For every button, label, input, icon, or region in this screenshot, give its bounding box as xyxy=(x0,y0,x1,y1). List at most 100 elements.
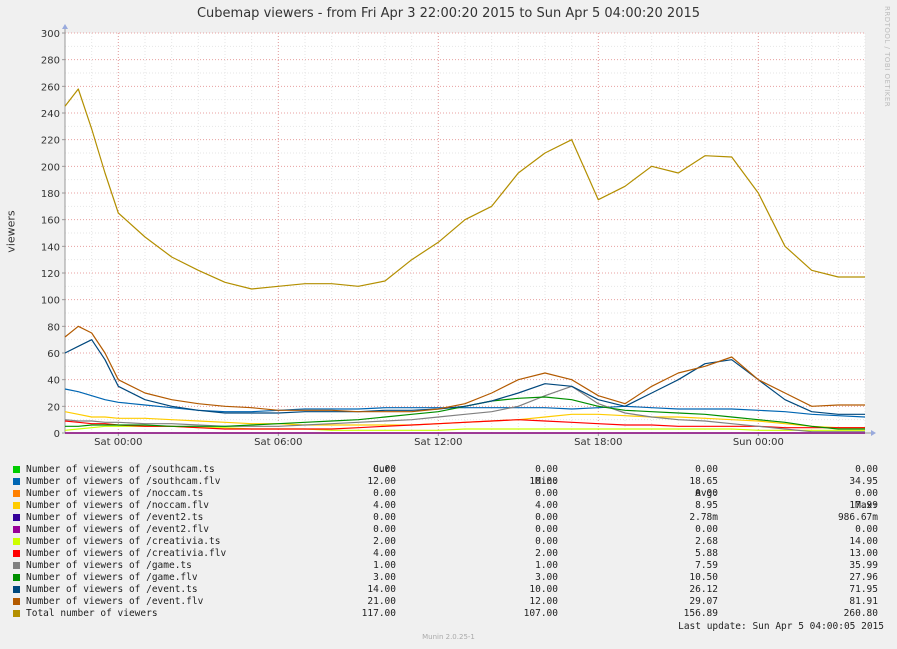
y-tick-label: 80 xyxy=(47,322,60,333)
y-tick-label: 200 xyxy=(41,162,60,173)
legend-row: Number of viewers of /game.flv 3.00 3.00 10… xyxy=(10,572,887,584)
y-tick-label: 260 xyxy=(41,82,60,93)
legend-header: Cur: Min: Avg: Max: xyxy=(10,452,887,511)
x-tick-label: Sat 06:00 xyxy=(254,437,302,448)
legend-max: 35.99 xyxy=(849,560,878,571)
y-tick-label: 220 xyxy=(41,136,60,147)
legend-label: Number of viewers of /creativia.flv xyxy=(26,548,227,559)
legend-min: 0.00 xyxy=(535,524,558,535)
y-tick-label: 280 xyxy=(41,56,60,67)
legend-row: Number of viewers of /event.flv 21.00 12.0… xyxy=(10,596,887,608)
legend-row: Number of viewers of /southcam.flv 12.00 1… xyxy=(10,476,887,488)
y-tick-label: 20 xyxy=(47,402,60,413)
legend-max: 14.00 xyxy=(849,536,878,547)
y-tick-label: 100 xyxy=(41,296,60,307)
legend-max: 0.00 xyxy=(855,464,878,475)
legend-avg: 2.68 xyxy=(695,536,718,547)
legend-avg: 0.00 xyxy=(695,488,718,499)
legend-header-cur: Cur: xyxy=(373,464,396,475)
legend-row: Total number of viewers 117.00 107.00 156.8… xyxy=(10,608,887,620)
legend-min: 0.00 xyxy=(535,536,558,547)
legend-swatch xyxy=(13,562,20,569)
legend-label: Number of viewers of /event2.flv xyxy=(26,524,210,535)
legend-min: 12.00 xyxy=(529,596,558,607)
legend-label: Number of viewers of /game.ts xyxy=(26,560,192,571)
legend-cur: 4.00 xyxy=(373,500,396,511)
legend-cur: 0.00 xyxy=(373,524,396,535)
legend-min: 1.00 xyxy=(535,560,558,571)
legend-label: Number of viewers of /event.flv xyxy=(26,596,204,607)
x-tick-label: Sat 12:00 xyxy=(414,437,462,448)
legend-label: Number of viewers of /southcam.flv xyxy=(26,476,221,487)
legend-label: Number of viewers of /game.flv xyxy=(26,572,198,583)
legend-label: Number of viewers of /creativia.ts xyxy=(26,536,221,547)
legend-max: 0.00 xyxy=(855,488,878,499)
legend-max: 27.96 xyxy=(849,572,878,583)
legend-cur: 14.00 xyxy=(367,584,396,595)
legend: Cur: Min: Avg: Max: Number of viewers of… xyxy=(10,452,887,620)
legend-avg: 10.50 xyxy=(689,572,718,583)
legend-header-min: Min: xyxy=(535,476,558,487)
legend-row: Number of viewers of /southcam.ts 0.00 0.0… xyxy=(10,464,887,476)
legend-avg: 18.65 xyxy=(689,476,718,487)
legend-max: 13.00 xyxy=(849,548,878,559)
legend-avg: 156.89 xyxy=(683,608,718,619)
series-line xyxy=(64,325,865,413)
y-tick-label: 140 xyxy=(41,242,60,253)
legend-avg: 2.78m xyxy=(689,512,718,523)
legend-label: Total number of viewers xyxy=(26,608,158,619)
legend-swatch xyxy=(13,610,20,617)
legend-row: Number of viewers of /event2.ts 0.00 0.00 2… xyxy=(10,512,887,524)
legend-cur: 4.00 xyxy=(373,548,396,559)
legend-row: Number of viewers of /game.ts 1.00 1.00 7.5… xyxy=(10,560,887,572)
legend-avg: 26.12 xyxy=(689,584,718,595)
legend-cur: 21.00 xyxy=(367,596,396,607)
legend-min: 3.00 xyxy=(535,572,558,583)
legend-max: 17.99 xyxy=(849,500,878,511)
legend-cur: 0.00 xyxy=(373,464,396,475)
legend-min: 107.00 xyxy=(523,608,558,619)
legend-row: Number of viewers of /noccam.flv 4.00 4.00… xyxy=(10,500,887,512)
legend-avg: 29.07 xyxy=(689,596,718,607)
x-axis-arrow xyxy=(871,430,876,436)
legend-avg: 7.59 xyxy=(695,560,718,571)
chart-canvas: 0 20 40 60 80 100 120 140 160 180 200 220 240 260 280 3… xyxy=(41,24,876,448)
y-tick-label: 0 xyxy=(54,429,60,440)
y-axis-arrow xyxy=(62,24,68,29)
legend-avg: 0.00 xyxy=(695,464,718,475)
legend-swatch xyxy=(13,550,20,557)
legend-max: 81.91 xyxy=(849,596,878,607)
legend-max: 260.80 xyxy=(843,608,878,619)
y-tick-label: 120 xyxy=(41,269,60,280)
legend-header-avg: Avg: xyxy=(695,488,718,499)
legend-min: 4.00 xyxy=(535,500,558,511)
chart-title: Cubemap viewers - from Fri Apr 3 22:00:2… xyxy=(196,6,701,21)
legend-cur: 0.00 xyxy=(373,512,396,523)
last-update: Last update: Sun Apr 5 04:00:05 2015 xyxy=(678,621,884,632)
y-tick-label: 40 xyxy=(47,376,60,387)
legend-max: 0.00 xyxy=(855,524,878,535)
y-tick-label: 180 xyxy=(41,189,60,200)
legend-swatch xyxy=(13,574,20,581)
legend-swatch xyxy=(13,598,20,605)
legend-label: Number of viewers of /event2.ts xyxy=(26,512,204,523)
y-tick-label: 240 xyxy=(41,109,60,120)
legend-swatch xyxy=(13,478,20,485)
legend-label: Number of viewers of /noccam.flv xyxy=(26,500,210,511)
series-line xyxy=(64,419,865,430)
legend-cur: 2.00 xyxy=(373,536,396,547)
legend-row: Number of viewers of /noccam.ts 0.00 0.00 0… xyxy=(10,488,887,500)
legend-cur: 12.00 xyxy=(367,476,396,487)
legend-swatch xyxy=(13,502,20,509)
legend-rows: Number of viewers of /southcam.ts 0.00 0.0… xyxy=(10,464,887,620)
legend-swatch xyxy=(13,490,20,497)
legend-row: Number of viewers of /event2.flv 0.00 0.00… xyxy=(10,524,887,536)
legend-avg: 8.95 xyxy=(695,500,718,511)
x-tick-label: Sat 18:00 xyxy=(574,437,622,448)
x-tick-label: Sat 00:00 xyxy=(94,437,142,448)
legend-cur: 3.00 xyxy=(373,572,396,583)
legend-swatch xyxy=(13,586,20,593)
legend-swatch xyxy=(13,466,20,473)
y-tick-label: 60 xyxy=(47,349,60,360)
legend-swatch xyxy=(13,514,20,521)
